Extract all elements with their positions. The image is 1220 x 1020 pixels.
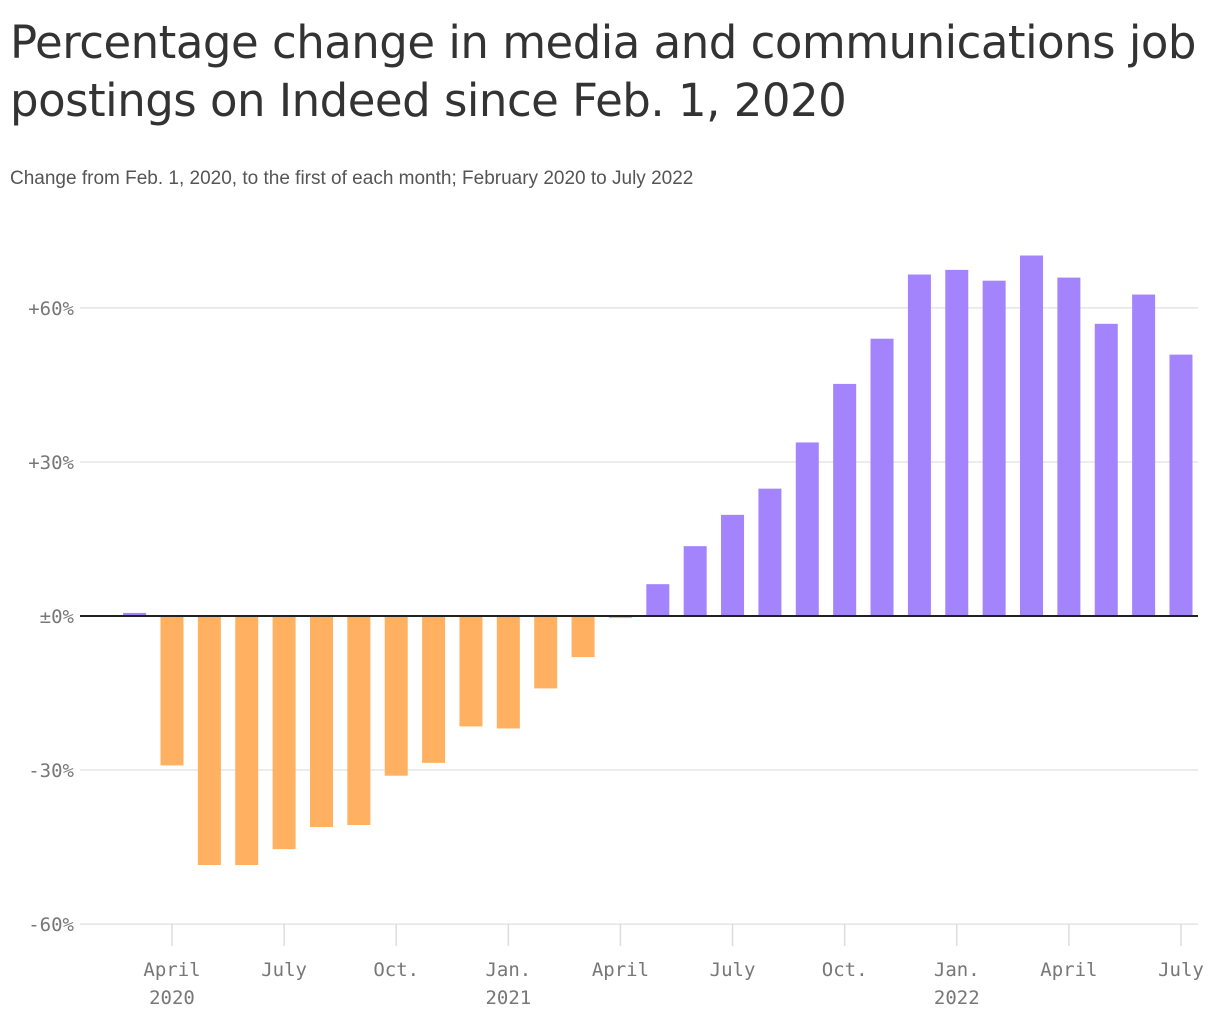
bar-2020-03: [123, 612, 147, 616]
bar-2021-09: [795, 442, 819, 616]
bar-2020-06: [235, 616, 259, 866]
x-tick-label: July: [261, 959, 307, 981]
chart-title: Percentage change in media and communica…: [10, 16, 1196, 127]
bar-2021-08: [758, 488, 782, 616]
y-tick-label: +60%: [28, 298, 74, 320]
x-tick-label: April: [1040, 959, 1097, 981]
bar-2020-04: [160, 616, 184, 766]
bar-2020-08: [309, 616, 333, 828]
bar-2022-03: [1020, 255, 1044, 616]
bar-2021-01: [496, 616, 520, 729]
bar-2021-05: [646, 584, 670, 616]
bar-2022-02: [982, 280, 1006, 616]
bar-2021-04: [608, 616, 632, 619]
bar-2022-05: [1094, 323, 1118, 616]
y-tick-label: +30%: [28, 452, 74, 474]
bar-2021-11: [870, 338, 894, 616]
bar-2020-12: [459, 616, 483, 727]
bar-2021-07: [721, 514, 745, 616]
chart-subtitle: Change from Feb. 1, 2020, to the first o…: [10, 168, 694, 189]
bar-2021-12: [907, 274, 931, 616]
y-tick-label: -60%: [28, 914, 74, 936]
bar-2021-10: [833, 383, 857, 616]
bar-2022-04: [1057, 277, 1081, 616]
bar-2022-06: [1132, 294, 1156, 616]
y-tick-label: ±0%: [40, 606, 75, 628]
x-tick-label: July: [710, 959, 756, 981]
y-tick-label: -30%: [28, 760, 74, 782]
x-tick-label: Oct.: [373, 959, 419, 981]
x-tick-label: April: [143, 959, 200, 981]
bar-2020-11: [422, 616, 446, 763]
bar-2020-07: [272, 616, 296, 850]
bar-2020-05: [197, 616, 221, 866]
bar-2021-06: [683, 546, 707, 616]
bar-2022-07: [1169, 354, 1193, 616]
x-tick-label: Jan.: [485, 959, 531, 981]
x-tick-label: July: [1158, 959, 1204, 981]
x-tick-label: Jan.: [934, 959, 980, 981]
x-tick-label: Oct.: [822, 959, 868, 981]
bar-2020-10: [384, 616, 408, 776]
bar-2020-09: [347, 616, 371, 825]
bar-2021-02: [534, 616, 558, 689]
bar-2021-03: [571, 616, 595, 658]
x-tick-year: 2020: [149, 987, 195, 1009]
x-tick-year: 2022: [934, 987, 980, 1009]
x-tick-label: April: [592, 959, 649, 981]
bar-2022-01: [945, 269, 969, 616]
x-tick-year: 2021: [485, 987, 531, 1009]
